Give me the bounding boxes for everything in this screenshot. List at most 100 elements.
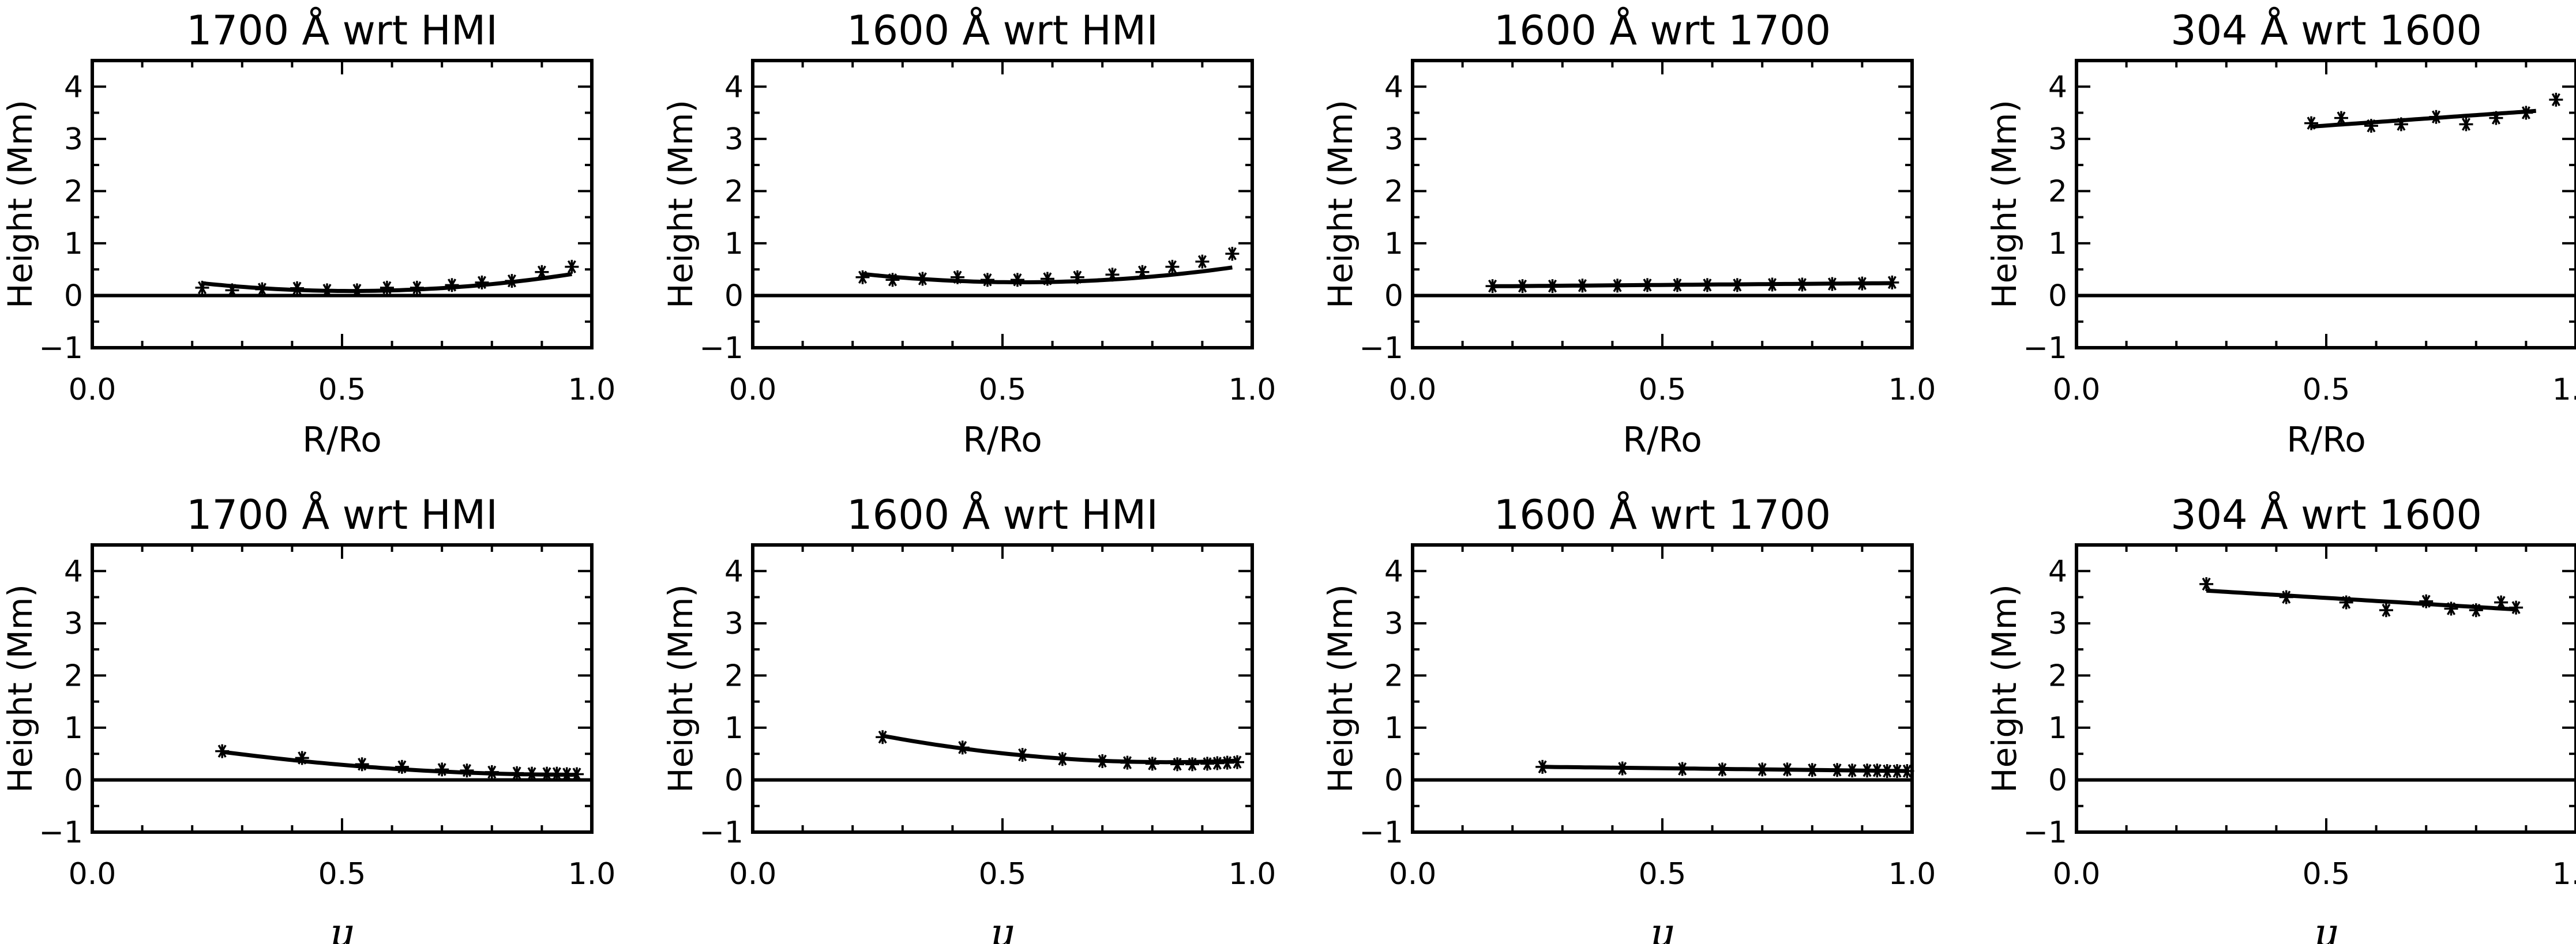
x-tick-label: 1.0 bbox=[1888, 857, 1936, 892]
data-point bbox=[2364, 119, 2378, 133]
data-point bbox=[915, 272, 930, 286]
data-point bbox=[1890, 764, 1905, 778]
data-point bbox=[855, 270, 870, 284]
y-tick-label: 0 bbox=[1384, 279, 1403, 313]
y-tick-label: −1 bbox=[699, 815, 743, 850]
data-point bbox=[475, 275, 489, 289]
panel-title: 1600 Å wrt HMI bbox=[847, 7, 1158, 54]
y-tick-label: 1 bbox=[64, 227, 83, 261]
y-tick-label: −1 bbox=[699, 331, 743, 366]
plot-frame bbox=[2075, 543, 2576, 834]
x-tick-label: 1.0 bbox=[2552, 373, 2576, 407]
data-point bbox=[445, 278, 459, 292]
data-point bbox=[1805, 763, 1819, 777]
x-tick-label: 0.5 bbox=[2303, 857, 2350, 892]
x-axis-label: μ bbox=[2314, 911, 2339, 944]
data-point bbox=[1855, 276, 1869, 291]
x-tick-label: 1.0 bbox=[1888, 373, 1936, 407]
plot-frame bbox=[1411, 543, 1914, 834]
y-tick-label: 2 bbox=[1384, 174, 1403, 209]
y-tick-label: 3 bbox=[724, 607, 743, 641]
y-tick-label: 1 bbox=[724, 711, 743, 746]
y-axis-label: Height (Mm) bbox=[1, 100, 40, 309]
data-point bbox=[435, 762, 449, 777]
panel-title: 304 Å wrt 1600 bbox=[2171, 7, 2482, 54]
plot-frame bbox=[751, 543, 1254, 834]
x-tick-label: 0.5 bbox=[1639, 857, 1687, 892]
data-point bbox=[1715, 762, 1729, 777]
y-axis-label: Height (Mm) bbox=[1985, 584, 2024, 793]
data-point bbox=[215, 744, 230, 758]
y-tick-label: 3 bbox=[2048, 607, 2067, 641]
data-point bbox=[2429, 110, 2443, 124]
x-tick-label: 1.0 bbox=[2552, 857, 2576, 892]
panel-6: 1600 Å wrt HMI −1 0 1 2 3 4 0.0 0.5 1.0 μ Height (M… bbox=[661, 491, 1276, 944]
y-tick-label: 0 bbox=[64, 279, 83, 313]
data-point bbox=[410, 280, 424, 295]
data-point bbox=[1830, 763, 1845, 777]
y-tick-label: 2 bbox=[1384, 659, 1403, 693]
y-tick-label: 2 bbox=[724, 659, 743, 693]
x-tick-label: 0.0 bbox=[2053, 857, 2101, 892]
plot-frame bbox=[91, 543, 594, 834]
data-point bbox=[2489, 111, 2503, 125]
y-axis-label: Height (Mm) bbox=[1321, 584, 1360, 793]
data-point bbox=[505, 274, 519, 288]
data-point bbox=[1870, 764, 1884, 778]
y-tick-label: 1 bbox=[2048, 227, 2067, 261]
plot-frame bbox=[2075, 59, 2576, 349]
data-point bbox=[1545, 279, 1560, 294]
data-point bbox=[1730, 278, 1744, 292]
y-tick-label: 2 bbox=[64, 659, 83, 693]
plot-frame bbox=[751, 59, 1254, 349]
y-tick-label: 4 bbox=[2048, 554, 2067, 589]
y-tick-label: 4 bbox=[2048, 70, 2067, 104]
x-tick-label: 1.0 bbox=[568, 373, 616, 407]
data-point bbox=[525, 766, 539, 781]
y-axis-label: Height (Mm) bbox=[1321, 100, 1360, 309]
data-point bbox=[876, 730, 890, 744]
data-point bbox=[1185, 757, 1200, 772]
data-point bbox=[225, 283, 239, 298]
data-point bbox=[2469, 603, 2483, 618]
data-point bbox=[485, 765, 499, 779]
data-point bbox=[1675, 762, 1689, 776]
x-tick-label: 0.0 bbox=[1389, 857, 1437, 892]
y-tick-label: 0 bbox=[2048, 763, 2067, 798]
plot-frame bbox=[91, 59, 594, 349]
data-point bbox=[2444, 601, 2458, 616]
y-tick-label: 4 bbox=[724, 554, 743, 589]
y-axis-label: Height (Mm) bbox=[1, 584, 40, 793]
data-point bbox=[2339, 595, 2353, 610]
panel-1: 1700 Å wrt HMI −1 0 1 2 3 4 0.0 0.5 1.0 R/Ro Height… bbox=[1, 7, 615, 460]
data-point bbox=[1220, 755, 1234, 770]
y-tick-label: 2 bbox=[724, 174, 743, 209]
panel-title: 304 Å wrt 1600 bbox=[2171, 491, 2482, 539]
data-point bbox=[255, 282, 269, 296]
x-tick-label: 0.5 bbox=[979, 857, 1027, 892]
data-point bbox=[2199, 577, 2214, 591]
data-point bbox=[320, 283, 335, 298]
y-tick-label: −1 bbox=[2023, 331, 2067, 366]
data-point bbox=[1515, 279, 1530, 294]
panel-2: 1600 Å wrt HMI −1 0 1 2 3 4 0.0 0.5 1.0 R/Ro Height… bbox=[661, 7, 1276, 460]
y-tick-label: −1 bbox=[2023, 815, 2067, 850]
y-tick-label: 0 bbox=[1384, 763, 1403, 798]
data-point bbox=[2394, 117, 2408, 131]
data-point bbox=[1485, 279, 1500, 294]
data-point bbox=[565, 259, 579, 274]
data-point bbox=[460, 764, 474, 778]
x-tick-label: 0.0 bbox=[2053, 373, 2101, 407]
x-tick-label: 1.0 bbox=[568, 857, 616, 892]
data-point bbox=[350, 283, 364, 298]
x-tick-label: 0.5 bbox=[1639, 373, 1687, 407]
y-tick-label: 4 bbox=[1384, 70, 1403, 104]
data-point bbox=[1145, 757, 1159, 771]
y-tick-label: 4 bbox=[64, 70, 83, 104]
data-point bbox=[510, 766, 524, 780]
y-tick-label: 2 bbox=[2048, 659, 2067, 693]
data-point bbox=[1640, 278, 1655, 292]
y-tick-label: 1 bbox=[724, 227, 743, 261]
y-tick-label: 4 bbox=[724, 70, 743, 104]
